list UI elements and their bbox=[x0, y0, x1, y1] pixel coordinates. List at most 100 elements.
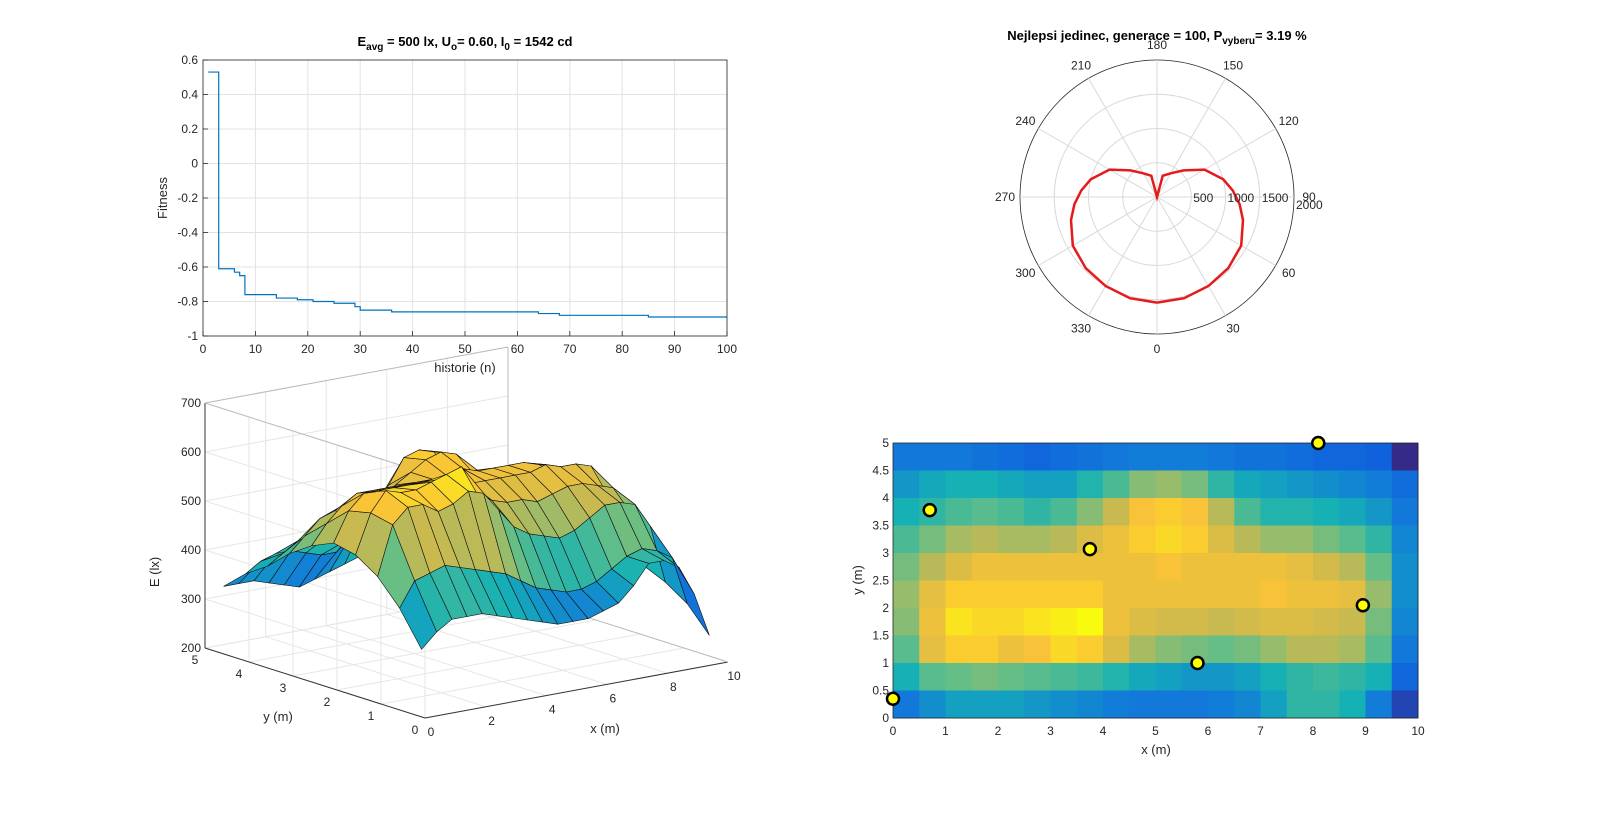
luminaire-points bbox=[885, 435, 1371, 706]
heatmap-cell bbox=[1024, 443, 1051, 471]
heatmap-cell bbox=[1365, 663, 1393, 691]
heatmap-cell bbox=[1076, 553, 1104, 581]
y-tick-label: 1 bbox=[368, 709, 375, 723]
heatmap-cell bbox=[1339, 498, 1366, 526]
heatmap-cell bbox=[1313, 525, 1340, 554]
heatmap-cell bbox=[1024, 690, 1051, 719]
heatmap-cell bbox=[1234, 663, 1261, 691]
x-tick-labels: 0 1 2 3 4 5 6 7 8 9 10 bbox=[890, 724, 1425, 738]
heatmap-cell bbox=[919, 525, 946, 554]
heatmap-cell bbox=[1391, 580, 1419, 609]
heatmap-cell bbox=[1103, 553, 1130, 581]
heatmap-cell bbox=[1260, 525, 1288, 554]
heatmap-cell bbox=[1339, 690, 1366, 719]
heatmap-cell bbox=[1024, 498, 1051, 526]
heatmap-cell bbox=[1208, 553, 1235, 581]
x-axis-label: x (m) bbox=[1141, 742, 1171, 757]
polar-title: Nejlepsi jedinec, generace = 100, Pvyber… bbox=[1007, 28, 1307, 47]
heatmap-cell bbox=[1050, 690, 1078, 719]
axis-edge bbox=[204, 402, 426, 474]
heatmap-cell bbox=[945, 443, 973, 471]
heatmap-cell bbox=[1234, 580, 1261, 609]
heatmap-cell bbox=[1076, 470, 1104, 499]
angle-tick-label: 300 bbox=[1015, 266, 1035, 280]
luminaire-point bbox=[1355, 598, 1371, 613]
heatmap-cell bbox=[1313, 553, 1340, 581]
heatmap-cell bbox=[1260, 580, 1288, 609]
heatmap-cell bbox=[1286, 608, 1314, 636]
heatmap-cell bbox=[1024, 470, 1051, 499]
heatmap-cell bbox=[1155, 608, 1183, 636]
heatmap-cell bbox=[1234, 498, 1261, 526]
heatmap-cell bbox=[1076, 690, 1104, 719]
angle-tick-label: 150 bbox=[1223, 58, 1243, 72]
heatmap-cell bbox=[1391, 525, 1419, 554]
x-tick-label: 3 bbox=[1047, 724, 1054, 738]
x-tick-label: 90 bbox=[668, 342, 682, 356]
heatmap-cell bbox=[1391, 470, 1419, 499]
heatmap-cell bbox=[1155, 663, 1183, 691]
y-tick-labels: -1 -0.8 -0.6 -0.4 -0.2 0 0.2 0.4 0.6 bbox=[177, 53, 198, 343]
heatmap-cell bbox=[1103, 525, 1130, 554]
heatmap-cell bbox=[945, 690, 973, 719]
heatmap-cell bbox=[1129, 635, 1156, 664]
heatmap-cell bbox=[1313, 663, 1340, 691]
polar-spoke bbox=[1156, 196, 1226, 316]
heatmap-cell bbox=[893, 608, 920, 636]
heatmap-cell bbox=[1076, 443, 1104, 471]
heatmap-cell bbox=[1260, 608, 1288, 636]
heatmap-cell bbox=[1155, 443, 1183, 471]
heatmap-cell bbox=[1076, 580, 1104, 609]
x-tick-labels: 0 10 20 30 40 50 60 70 80 90 100 bbox=[200, 342, 738, 356]
y-tick-label: 3.5 bbox=[872, 519, 889, 533]
heatmap-cell bbox=[1365, 443, 1393, 471]
heatmap-cell bbox=[945, 553, 973, 581]
angle-tick-label: 270 bbox=[995, 190, 1015, 204]
heatmap-cell bbox=[1234, 470, 1261, 499]
x-tick-label: 60 bbox=[511, 342, 525, 356]
heatmap-cell bbox=[971, 525, 999, 554]
heatmap-cell bbox=[1155, 553, 1183, 581]
heatmap-cell bbox=[1181, 498, 1209, 526]
heatmap-cell bbox=[1286, 663, 1314, 691]
heatmap-cell bbox=[1208, 608, 1235, 636]
heatmap-cell bbox=[893, 498, 920, 526]
heatmap-cell bbox=[1286, 553, 1314, 581]
heatmap-cell bbox=[945, 580, 973, 609]
heatmap-cell bbox=[998, 470, 1025, 499]
heatmap-cell bbox=[1155, 690, 1183, 719]
z-tick-label: 200 bbox=[181, 641, 201, 655]
heatmap-cell bbox=[1076, 663, 1104, 691]
heatmap-cell bbox=[1391, 608, 1419, 636]
heatmap-cell bbox=[945, 663, 973, 691]
heatmap-cell bbox=[1208, 635, 1235, 664]
heatmap-cell bbox=[1208, 498, 1235, 526]
z-tick-label: 400 bbox=[181, 543, 201, 557]
y-tick-label: -0.2 bbox=[177, 191, 198, 205]
y-tick-label: 2 bbox=[324, 695, 331, 709]
grid-line bbox=[204, 598, 426, 670]
heatmap-cell bbox=[945, 525, 973, 554]
heatmap-cell bbox=[998, 498, 1025, 526]
heatmap-cell bbox=[1181, 553, 1209, 581]
heatmap-cell bbox=[945, 470, 973, 499]
heatmap-cell bbox=[1234, 690, 1261, 719]
heatmap-cell bbox=[1208, 663, 1235, 691]
x-tick-label: 0 bbox=[428, 725, 435, 739]
y-tick-label: 3 bbox=[280, 681, 287, 695]
heatmap-cell bbox=[1313, 498, 1340, 526]
heatmap-cell bbox=[1339, 663, 1366, 691]
heatmap-cell bbox=[998, 635, 1025, 664]
heatmap-cell bbox=[998, 663, 1025, 691]
heatmap-cell bbox=[1339, 443, 1366, 471]
luminaire-point bbox=[885, 691, 901, 706]
polar-spoke bbox=[1088, 196, 1158, 316]
heatmap-cell bbox=[1286, 580, 1314, 609]
heatmap-cell bbox=[1313, 470, 1340, 499]
x-tick-label: 5 bbox=[1152, 724, 1159, 738]
heatmap-cell bbox=[1313, 608, 1340, 636]
heatmap-cell bbox=[945, 498, 973, 526]
heatmap-cell bbox=[998, 553, 1025, 581]
grid-line bbox=[336, 633, 641, 691]
y-tick-label: 5 bbox=[192, 653, 199, 667]
